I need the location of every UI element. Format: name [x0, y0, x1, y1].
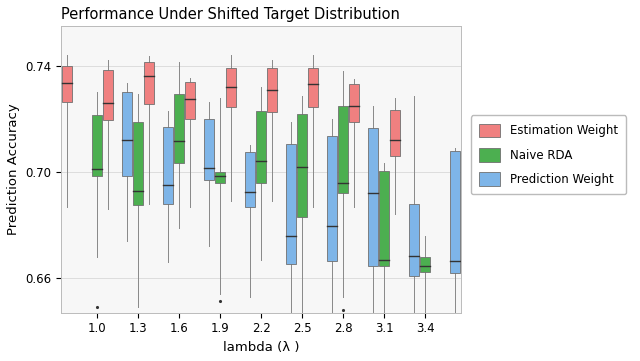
- Bar: [61, 66, 72, 101]
- Bar: [174, 93, 184, 163]
- Bar: [144, 62, 154, 104]
- Bar: [133, 122, 143, 205]
- Bar: [267, 68, 277, 112]
- Bar: [338, 105, 348, 193]
- Text: Performance Under Shifted Target Distribution: Performance Under Shifted Target Distrib…: [61, 7, 400, 22]
- Bar: [185, 82, 195, 119]
- Bar: [349, 84, 359, 122]
- Bar: [390, 110, 400, 156]
- Bar: [245, 152, 255, 206]
- Bar: [327, 136, 337, 261]
- Legend: Estimation Weight, Naive RDA, Prediction Weight: Estimation Weight, Naive RDA, Prediction…: [470, 116, 626, 195]
- Bar: [256, 111, 266, 183]
- Bar: [92, 115, 102, 176]
- Bar: [215, 172, 225, 183]
- Bar: [226, 68, 236, 107]
- Bar: [368, 128, 378, 266]
- Bar: [286, 144, 296, 264]
- X-axis label: lambda (λ ): lambda (λ ): [223, 341, 300, 354]
- Bar: [122, 92, 132, 176]
- Bar: [450, 151, 460, 273]
- Bar: [297, 114, 307, 217]
- Bar: [204, 119, 214, 180]
- Bar: [163, 127, 173, 204]
- Bar: [409, 204, 419, 275]
- Y-axis label: Prediction Accuracy: Prediction Accuracy: [7, 104, 20, 235]
- Bar: [103, 70, 113, 120]
- Bar: [308, 68, 318, 107]
- Bar: [379, 171, 389, 266]
- Bar: [420, 257, 430, 271]
